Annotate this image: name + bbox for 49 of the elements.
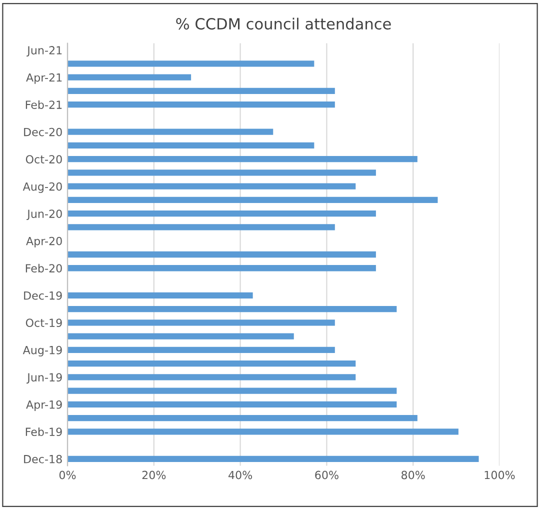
y-tick-label: Dec-20 (24, 128, 62, 136)
y-tick-label: Oct-20 (26, 155, 62, 164)
bar (68, 401, 397, 408)
y-tick-label: Aug-19 (22, 346, 62, 356)
x-tick-label: 100% (484, 470, 515, 480)
bar (68, 360, 356, 367)
y-tick-label: Apr-20 (26, 236, 62, 248)
bar (68, 183, 356, 190)
y-tick-label: Jun-20 (26, 210, 62, 220)
bar (68, 456, 479, 462)
bar (68, 388, 397, 394)
bar (68, 156, 418, 162)
chart-title: % CCDM council attendance (176, 18, 391, 30)
y-tick-label: Feb-21 (26, 100, 62, 109)
x-tick-label: 80% (402, 470, 425, 480)
bar (68, 320, 335, 326)
bar (68, 196, 438, 204)
x-tick-label: 20% (142, 470, 166, 480)
bar (68, 428, 458, 435)
bar (68, 224, 335, 230)
bar (68, 265, 376, 272)
bar (68, 128, 274, 135)
y-tick-label: Apr-21 (26, 73, 62, 84)
bar (68, 102, 335, 108)
y-tick-label: Feb-19 (26, 427, 62, 436)
y-tick-label: Dec-18 (24, 454, 62, 464)
bar (68, 333, 294, 340)
bar (68, 292, 253, 298)
bar (68, 142, 314, 149)
y-tick-label: Jun-19 (26, 373, 62, 384)
y-tick-label: Apr-19 (26, 400, 62, 411)
y-tick-label: Dec-19 (24, 291, 62, 300)
bar (68, 306, 397, 312)
y-tick-label: Jun-21 (26, 46, 62, 57)
bar (68, 251, 376, 258)
x-tick-label: 40% (228, 470, 252, 480)
bar (68, 414, 418, 422)
bar (68, 88, 335, 94)
x-tick-label: 0% (59, 470, 76, 480)
y-tick-label: Oct-19 (26, 318, 62, 328)
bar (68, 74, 192, 80)
bar (68, 60, 314, 67)
bar (68, 374, 356, 380)
x-tick-label: 60% (315, 470, 338, 480)
y-tick-label: Aug-20 (22, 182, 62, 193)
bar (68, 346, 335, 353)
y-tick-label: Feb-20 (26, 264, 62, 273)
bar (68, 210, 376, 217)
bar (68, 170, 376, 176)
